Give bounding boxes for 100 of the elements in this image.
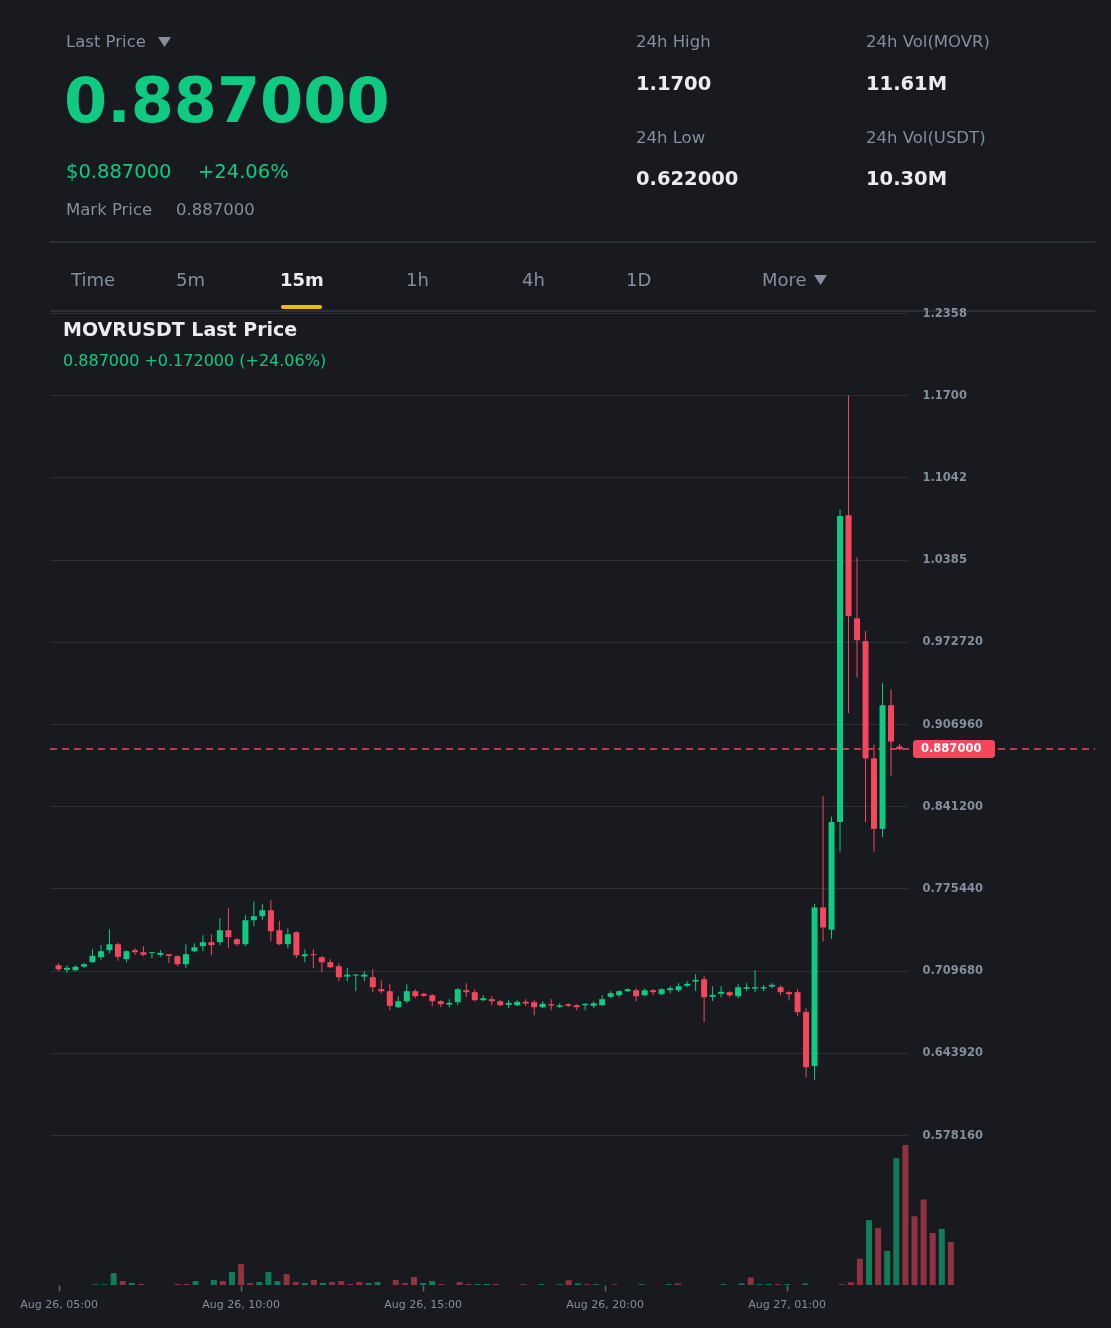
bar <box>429 1281 436 1285</box>
bar <box>929 1232 936 1285</box>
bar <box>256 1282 263 1285</box>
candlestick <box>267 899 274 942</box>
bar <box>847 1282 854 1285</box>
candlestick <box>242 914 249 947</box>
bar <box>856 1258 863 1285</box>
bar <box>210 1279 217 1285</box>
bar <box>356 1282 363 1285</box>
bar <box>374 1282 381 1285</box>
bar <box>920 1199 927 1285</box>
candlestick <box>63 965 70 974</box>
y-tick-label: 1.1042 <box>922 469 967 484</box>
bar <box>338 1281 345 1285</box>
text: 0.622000 <box>636 167 739 191</box>
candlestick <box>208 933 215 956</box>
bar <box>238 1264 245 1285</box>
bar <box>192 1281 199 1285</box>
text: 11.61M <box>866 72 948 96</box>
candlestick <box>225 907 232 949</box>
text: 15m <box>280 269 324 291</box>
x-tick-label: Aug 26, 05:00 <box>20 1297 98 1311</box>
candlestick <box>718 985 725 998</box>
candlestick <box>131 947 138 956</box>
x-tick-label: Aug 26, 20:00 <box>566 1297 644 1311</box>
text: 0.887000 +0.172000 (+24.06%) <box>63 351 327 370</box>
candlestick <box>386 983 393 1011</box>
candlestick <box>820 795 827 943</box>
text: 1h <box>406 269 429 291</box>
candlestick <box>794 988 801 1017</box>
y-tick-label: 1.0385 <box>922 552 967 567</box>
candlestick <box>216 917 223 946</box>
bar <box>875 1228 882 1285</box>
candlestick <box>667 985 674 994</box>
chart-title: MOVRUSDT Last Price <box>63 318 298 340</box>
bar <box>265 1272 272 1285</box>
text: Last Price <box>66 32 146 52</box>
candlestick <box>284 927 291 949</box>
bar <box>456 1282 463 1285</box>
ref-line-label: 0.887000 <box>921 740 982 755</box>
y-tick-label: 1.2358 <box>922 305 967 320</box>
candlestick <box>752 969 759 993</box>
candlestick <box>199 934 206 952</box>
text: Time <box>71 269 116 291</box>
candlestick <box>250 900 257 927</box>
candlestick <box>403 983 410 1004</box>
text: More <box>762 269 807 291</box>
bar <box>119 1281 126 1285</box>
x-tick-label: Aug 27, 01:00 <box>748 1297 826 1311</box>
candlestick <box>97 944 104 961</box>
candlestick <box>276 920 283 946</box>
y-tick-label: 0.643920 <box>922 1045 983 1060</box>
candlestick <box>769 982 776 989</box>
text: 10.30M <box>866 167 948 191</box>
bar <box>283 1274 290 1285</box>
bar <box>411 1277 417 1285</box>
bar <box>229 1272 235 1285</box>
bar <box>565 1280 572 1285</box>
bar <box>893 1158 900 1285</box>
candlestick <box>182 943 189 969</box>
y-tick-label: 0.709680 <box>922 963 983 978</box>
bar <box>110 1273 117 1285</box>
bar <box>392 1279 399 1285</box>
candlestick <box>650 988 657 996</box>
candlestick <box>310 948 317 969</box>
text: 0.887000 <box>176 200 255 220</box>
text: 4h <box>522 269 545 291</box>
text: 1D <box>626 269 652 291</box>
candlestick <box>106 928 113 954</box>
y-tick-label: 0.578160 <box>922 1127 983 1142</box>
bar <box>219 1281 226 1285</box>
candlestick <box>352 973 359 992</box>
candlestick <box>786 990 793 1001</box>
bar <box>747 1277 754 1285</box>
bar <box>947 1242 954 1285</box>
x-tick-label: Aug 26, 10:00 <box>202 1297 280 1311</box>
text: $0.887000 <box>66 160 172 184</box>
candlestick <box>684 980 691 988</box>
bar <box>866 1220 872 1285</box>
candlestick <box>293 930 300 959</box>
text: +24.06% <box>198 160 289 184</box>
candlestick <box>165 953 172 964</box>
y-tick-label: 0.775440 <box>922 880 983 895</box>
candlestick <box>369 968 376 993</box>
text: 24h Low <box>636 128 706 148</box>
bar <box>329 1282 336 1285</box>
candlestick <box>854 556 861 678</box>
text: 1.1700 <box>636 72 712 96</box>
bar <box>310 1279 317 1285</box>
text: 24h Vol(USDT) <box>866 128 986 148</box>
y-tick-label: 0.841200 <box>922 798 983 813</box>
candlestick <box>148 951 155 959</box>
bar <box>292 1282 299 1285</box>
bar <box>902 1145 909 1285</box>
y-tick-label: 0.972720 <box>922 634 983 649</box>
text: 0.887000 <box>64 63 390 139</box>
text: 24h High <box>636 32 711 52</box>
y-tick-label: 1.1700 <box>922 387 967 402</box>
bar <box>911 1216 918 1285</box>
bar <box>938 1228 945 1285</box>
